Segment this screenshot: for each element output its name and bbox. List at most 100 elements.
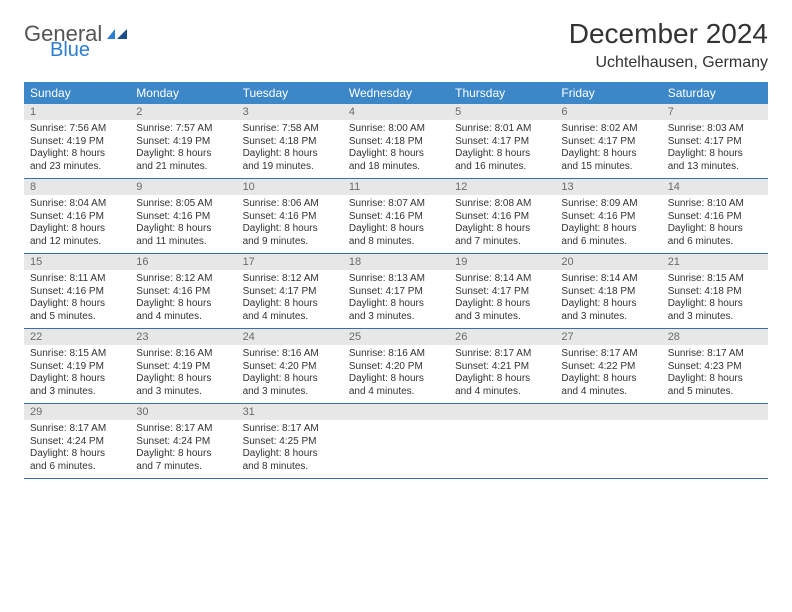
- day-header: Sunday: [24, 82, 130, 104]
- calendar-week-row: 8Sunrise: 8:04 AMSunset: 4:16 PMDaylight…: [24, 179, 768, 254]
- daylight-line: Daylight: 8 hours and 6 minutes.: [561, 223, 655, 248]
- calendar-cell: 8Sunrise: 8:04 AMSunset: 4:16 PMDaylight…: [24, 179, 130, 254]
- calendar-cell: 26Sunrise: 8:17 AMSunset: 4:21 PMDayligh…: [449, 329, 555, 404]
- cell-body: Sunrise: 8:14 AMSunset: 4:17 PMDaylight:…: [449, 270, 555, 328]
- cell-body: Sunrise: 8:02 AMSunset: 4:17 PMDaylight:…: [555, 120, 661, 178]
- cell-body: Sunrise: 8:11 AMSunset: 4:16 PMDaylight:…: [24, 270, 130, 328]
- day-number: 11: [343, 179, 449, 195]
- sunset-line: Sunset: 4:16 PM: [136, 211, 230, 224]
- daylight-line: Daylight: 8 hours and 8 minutes.: [349, 223, 443, 248]
- sunrise-line: Sunrise: 8:17 AM: [455, 348, 549, 361]
- daylight-line: Daylight: 8 hours and 5 minutes.: [668, 373, 762, 398]
- daylight-line: Daylight: 8 hours and 18 minutes.: [349, 148, 443, 173]
- calendar-cell: 11Sunrise: 8:07 AMSunset: 4:16 PMDayligh…: [343, 179, 449, 254]
- sunset-line: Sunset: 4:19 PM: [136, 361, 230, 374]
- sunrise-line: Sunrise: 8:01 AM: [455, 123, 549, 136]
- cell-body: Sunrise: 8:15 AMSunset: 4:19 PMDaylight:…: [24, 345, 130, 403]
- daylight-line: Daylight: 8 hours and 3 minutes.: [561, 298, 655, 323]
- cell-body: Sunrise: 7:58 AMSunset: 4:18 PMDaylight:…: [237, 120, 343, 178]
- day-number: 13: [555, 179, 661, 195]
- day-number: 29: [24, 404, 130, 420]
- page-title: December 2024: [569, 18, 768, 50]
- day-number-empty: [662, 404, 768, 420]
- day-number: 7: [662, 104, 768, 120]
- calendar-cell: 9Sunrise: 8:05 AMSunset: 4:16 PMDaylight…: [130, 179, 236, 254]
- sunrise-line: Sunrise: 8:10 AM: [668, 198, 762, 211]
- sunset-line: Sunset: 4:20 PM: [243, 361, 337, 374]
- daylight-line: Daylight: 8 hours and 3 minutes.: [349, 298, 443, 323]
- sunrise-line: Sunrise: 8:17 AM: [561, 348, 655, 361]
- calendar-cell: 10Sunrise: 8:06 AMSunset: 4:16 PMDayligh…: [237, 179, 343, 254]
- calendar-cell: 22Sunrise: 8:15 AMSunset: 4:19 PMDayligh…: [24, 329, 130, 404]
- calendar-cell: 16Sunrise: 8:12 AMSunset: 4:16 PMDayligh…: [130, 254, 236, 329]
- day-header: Saturday: [662, 82, 768, 104]
- calendar-cell: 15Sunrise: 8:11 AMSunset: 4:16 PMDayligh…: [24, 254, 130, 329]
- day-number: 21: [662, 254, 768, 270]
- calendar-cell: 13Sunrise: 8:09 AMSunset: 4:16 PMDayligh…: [555, 179, 661, 254]
- calendar-cell: 6Sunrise: 8:02 AMSunset: 4:17 PMDaylight…: [555, 104, 661, 179]
- day-number: 27: [555, 329, 661, 345]
- sunrise-line: Sunrise: 8:08 AM: [455, 198, 549, 211]
- sunrise-line: Sunrise: 7:57 AM: [136, 123, 230, 136]
- sunrise-line: Sunrise: 8:16 AM: [349, 348, 443, 361]
- calendar-cell: 21Sunrise: 8:15 AMSunset: 4:18 PMDayligh…: [662, 254, 768, 329]
- sunrise-line: Sunrise: 8:13 AM: [349, 273, 443, 286]
- day-number: 30: [130, 404, 236, 420]
- cell-body: Sunrise: 8:16 AMSunset: 4:19 PMDaylight:…: [130, 345, 236, 403]
- daylight-line: Daylight: 8 hours and 11 minutes.: [136, 223, 230, 248]
- logo-sail-icon: [105, 27, 129, 41]
- sunset-line: Sunset: 4:17 PM: [349, 286, 443, 299]
- daylight-line: Daylight: 8 hours and 16 minutes.: [455, 148, 549, 173]
- daylight-line: Daylight: 8 hours and 9 minutes.: [243, 223, 337, 248]
- day-header: Monday: [130, 82, 236, 104]
- calendar-week-row: 29Sunrise: 8:17 AMSunset: 4:24 PMDayligh…: [24, 404, 768, 479]
- sunrise-line: Sunrise: 8:00 AM: [349, 123, 443, 136]
- day-number: 19: [449, 254, 555, 270]
- daylight-line: Daylight: 8 hours and 5 minutes.: [30, 298, 124, 323]
- sunset-line: Sunset: 4:17 PM: [455, 286, 549, 299]
- daylight-line: Daylight: 8 hours and 19 minutes.: [243, 148, 337, 173]
- sunrise-line: Sunrise: 8:15 AM: [668, 273, 762, 286]
- cell-body-empty: [343, 420, 449, 474]
- daylight-line: Daylight: 8 hours and 7 minutes.: [136, 448, 230, 473]
- day-number: 31: [237, 404, 343, 420]
- day-header: Wednesday: [343, 82, 449, 104]
- sunset-line: Sunset: 4:16 PM: [136, 286, 230, 299]
- calendar-cell: [343, 404, 449, 479]
- sunset-line: Sunset: 4:19 PM: [136, 136, 230, 149]
- cell-body: Sunrise: 8:17 AMSunset: 4:24 PMDaylight:…: [130, 420, 236, 478]
- sunrise-line: Sunrise: 8:17 AM: [668, 348, 762, 361]
- day-number: 8: [24, 179, 130, 195]
- cell-body: Sunrise: 8:03 AMSunset: 4:17 PMDaylight:…: [662, 120, 768, 178]
- day-number: 5: [449, 104, 555, 120]
- day-number: 24: [237, 329, 343, 345]
- calendar-table: Sunday Monday Tuesday Wednesday Thursday…: [24, 82, 768, 479]
- daylight-line: Daylight: 8 hours and 3 minutes.: [668, 298, 762, 323]
- sunset-line: Sunset: 4:19 PM: [30, 361, 124, 374]
- calendar-cell: 1Sunrise: 7:56 AMSunset: 4:19 PMDaylight…: [24, 104, 130, 179]
- cell-body: Sunrise: 8:00 AMSunset: 4:18 PMDaylight:…: [343, 120, 449, 178]
- sunset-line: Sunset: 4:16 PM: [30, 211, 124, 224]
- cell-body: Sunrise: 8:17 AMSunset: 4:24 PMDaylight:…: [24, 420, 130, 478]
- cell-body-empty: [662, 420, 768, 474]
- sunrise-line: Sunrise: 8:02 AM: [561, 123, 655, 136]
- calendar-cell: 7Sunrise: 8:03 AMSunset: 4:17 PMDaylight…: [662, 104, 768, 179]
- daylight-line: Daylight: 8 hours and 3 minutes.: [243, 373, 337, 398]
- calendar-cell: 5Sunrise: 8:01 AMSunset: 4:17 PMDaylight…: [449, 104, 555, 179]
- day-number: 25: [343, 329, 449, 345]
- day-number-empty: [343, 404, 449, 420]
- day-number: 1: [24, 104, 130, 120]
- day-number: 15: [24, 254, 130, 270]
- day-number: 14: [662, 179, 768, 195]
- day-number: 10: [237, 179, 343, 195]
- day-header: Thursday: [449, 82, 555, 104]
- calendar-cell: 27Sunrise: 8:17 AMSunset: 4:22 PMDayligh…: [555, 329, 661, 404]
- cell-body: Sunrise: 8:06 AMSunset: 4:16 PMDaylight:…: [237, 195, 343, 253]
- calendar-cell: 19Sunrise: 8:14 AMSunset: 4:17 PMDayligh…: [449, 254, 555, 329]
- sunrise-line: Sunrise: 8:06 AM: [243, 198, 337, 211]
- sunrise-line: Sunrise: 8:17 AM: [243, 423, 337, 436]
- day-number: 18: [343, 254, 449, 270]
- calendar-cell: [555, 404, 661, 479]
- cell-body: Sunrise: 7:57 AMSunset: 4:19 PMDaylight:…: [130, 120, 236, 178]
- day-number: 12: [449, 179, 555, 195]
